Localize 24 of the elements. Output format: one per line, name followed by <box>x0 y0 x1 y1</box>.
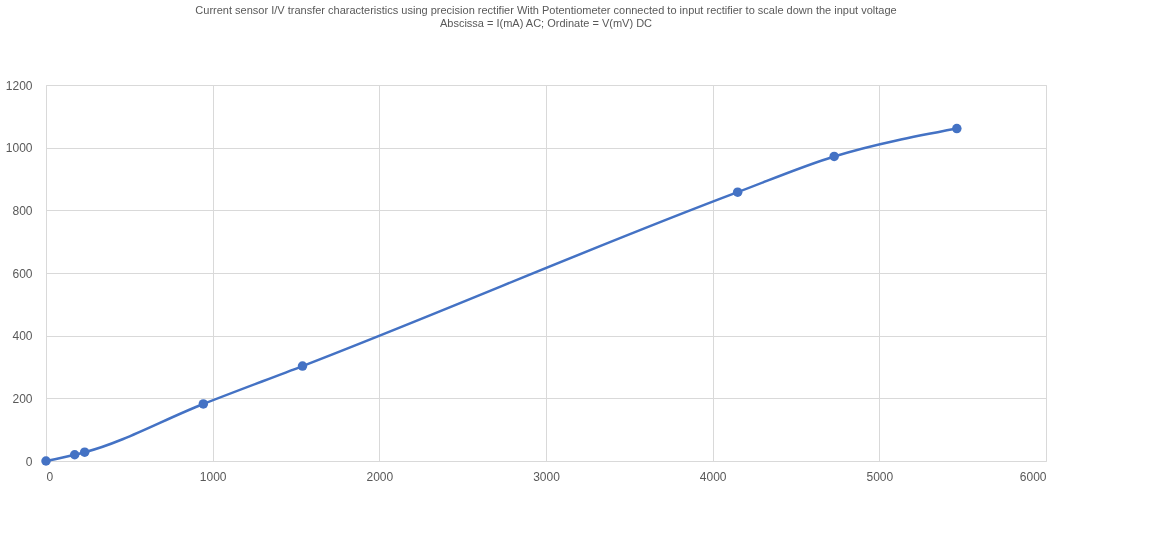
y-tick-label: 1200 <box>5 78 33 93</box>
y-tick-label: 400 <box>12 329 33 344</box>
y-tick-label: 1000 <box>5 141 33 156</box>
y-tick-label: 800 <box>12 203 33 218</box>
point <box>297 361 308 371</box>
x-tick-label: 4000 <box>699 469 727 484</box>
text: Current sensor I/V transfer characteristics using precision rectifier With Potentiometer connected to input rectifier to scale down the input voltage <box>195 4 897 16</box>
x-tick-label: 3000 <box>533 469 561 484</box>
point <box>69 450 80 460</box>
text: Abscissa = I(mA) AC; Ordinate = V(mV) DC <box>439 17 653 29</box>
y-tick-label: 200 <box>12 391 33 406</box>
y-tick-label: 600 <box>12 266 33 281</box>
point <box>198 399 209 409</box>
x-tick-label: 6000 <box>1019 469 1047 484</box>
x-tick-label: 5000 <box>866 469 894 484</box>
x-tick-label: 0 <box>46 469 54 484</box>
x-tick-label: 2000 <box>366 469 394 484</box>
point <box>829 151 839 162</box>
point <box>79 447 90 457</box>
point <box>952 123 962 134</box>
y-tick-label: 0 <box>25 454 33 469</box>
x-tick-label: 1000 <box>199 469 227 484</box>
point <box>732 187 743 197</box>
point <box>41 456 51 466</box>
